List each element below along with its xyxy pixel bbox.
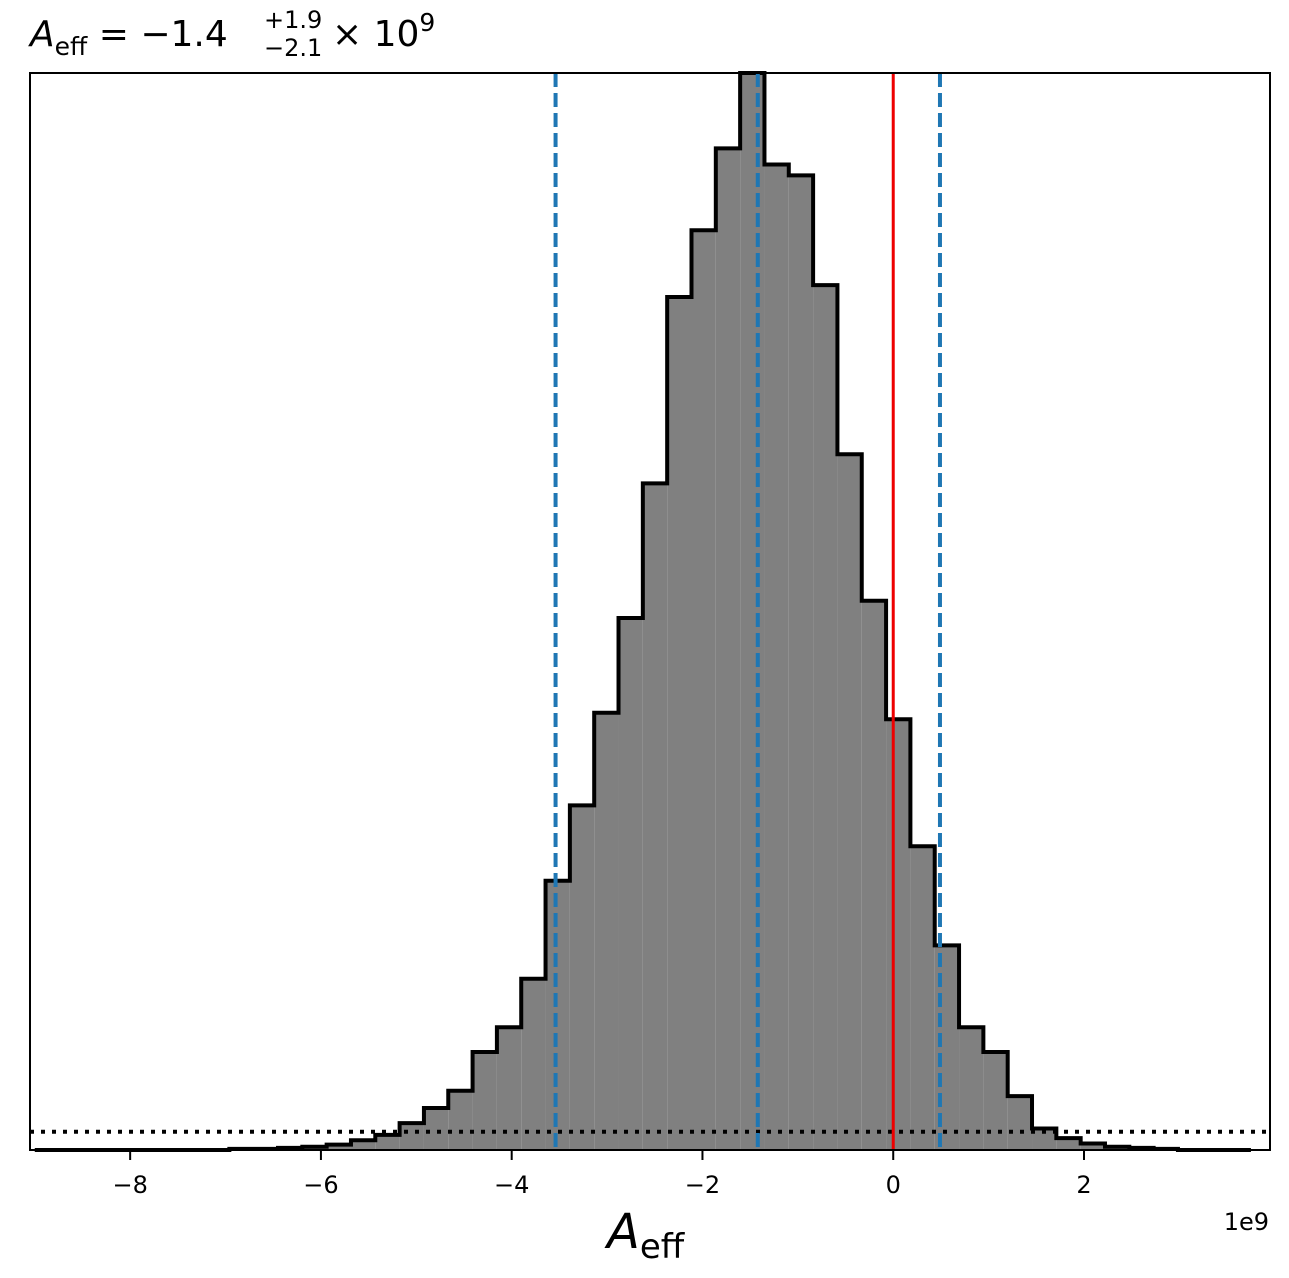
histogram-bar (448, 1090, 473, 1150)
x-tick-label: −8 (112, 1171, 147, 1199)
title-equals: = (87, 14, 140, 55)
histogram-bar (1007, 1096, 1033, 1150)
histogram-bar (496, 1027, 522, 1150)
x-offset-text: 1e9 (1224, 1208, 1269, 1236)
histogram-bar (569, 805, 595, 1150)
title-times-ten: × 109 (332, 8, 435, 55)
histogram-bar (350, 1140, 376, 1150)
chart-title: Aeff = −1.4 (28, 14, 228, 61)
histogram-bar (861, 600, 887, 1150)
histogram-bar (399, 1123, 424, 1150)
x-axis-ticks: −8 −6 −4 −2 0 2 (112, 1150, 1092, 1199)
histogram-bar (545, 880, 570, 1150)
histogram-bar (642, 483, 668, 1150)
histogram-bar (423, 1107, 449, 1150)
x-tick-label: −6 (303, 1171, 338, 1199)
title-times: × 10 (332, 14, 419, 55)
histogram-bar (1080, 1143, 1105, 1150)
x-tick-label: 2 (1076, 1171, 1091, 1199)
histogram-bars (34, 71, 1251, 1152)
histogram-bar (910, 846, 935, 1150)
x-label-symbol: A (604, 1204, 640, 1260)
x-axis-label: Aeff (604, 1204, 686, 1267)
histogram-bar (959, 1027, 984, 1150)
histogram-bar (618, 617, 643, 1150)
title-upper-error: +1.9 (264, 6, 322, 34)
histogram-bar (715, 148, 741, 1150)
histogram-bar (1056, 1138, 1081, 1150)
title-exponent: 9 (419, 8, 435, 37)
histogram-bar (983, 1051, 1008, 1150)
histogram-bar (326, 1144, 351, 1150)
title-symbol: A (28, 14, 55, 55)
histogram-bar (740, 73, 765, 1150)
histogram-bar (788, 175, 814, 1150)
histogram-bar (472, 1051, 497, 1150)
histogram-bar (886, 719, 911, 1150)
reference-lines (30, 73, 1270, 1150)
histogram-bar (521, 978, 546, 1150)
histogram-outline (34, 71, 1251, 1152)
x-tick-label: −2 (685, 1171, 720, 1199)
histogram-bar (837, 454, 862, 1150)
x-label-sub: eff (640, 1227, 686, 1267)
title-lower-error: −2.1 (264, 34, 322, 62)
histogram-bar (813, 285, 838, 1150)
histogram-bar (764, 164, 789, 1151)
x-tick-label: −4 (494, 1171, 529, 1199)
title-symbol-sub: eff (55, 32, 88, 61)
x-tick-label: 0 (886, 1171, 901, 1199)
histogram-bar (1032, 1128, 1057, 1150)
histogram-bar (375, 1134, 400, 1150)
title-median: −1.4 (140, 14, 227, 55)
histogram-bar (667, 297, 692, 1150)
histogram-bar (594, 712, 619, 1150)
axes-frame (29, 72, 1271, 1151)
histogram-bar (691, 230, 716, 1150)
